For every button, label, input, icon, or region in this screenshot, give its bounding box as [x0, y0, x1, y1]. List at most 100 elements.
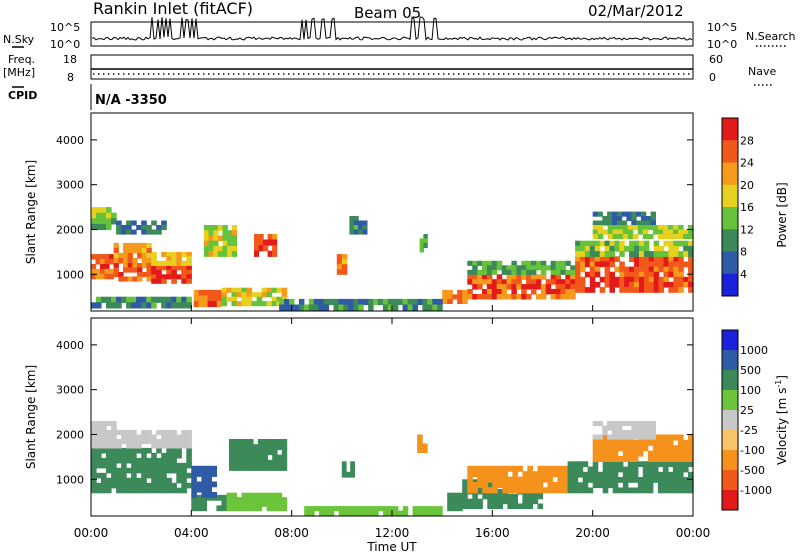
heatmap-cell: [602, 456, 609, 462]
heatmap-cell: [116, 229, 122, 235]
heatmap-cell: [323, 298, 330, 306]
heatmap-cell: [419, 238, 424, 244]
heatmap-cell: [662, 229, 669, 235]
heatmap-cell: [652, 456, 659, 462]
heatmap-cell: [257, 465, 264, 471]
noise-tick-bottom-left: 10^0: [50, 38, 80, 51]
heatmap-cell: [106, 439, 112, 445]
heatmap-cell: [501, 289, 508, 295]
heatmap-cell: [141, 229, 147, 235]
heatmap-cell: [261, 497, 268, 503]
heatmap-cell: [637, 487, 644, 494]
heatmap-cell: [462, 484, 468, 490]
heatmap-cell: [587, 471, 594, 478]
heatmap-cell: [277, 444, 283, 450]
heatmap-cell: [181, 477, 187, 484]
heatmap-cell: [243, 454, 249, 461]
heatmap-cell: [557, 476, 564, 483]
heatmap-cell: [298, 298, 305, 306]
heatmap-cell: [621, 434, 627, 440]
heatmap-cell: [116, 443, 122, 449]
heatmap-cell: [467, 260, 473, 266]
heatmap-cell: [191, 492, 197, 498]
heatmap-cell: [216, 289, 222, 296]
heatmap-cell: [226, 296, 232, 302]
heatmap-cell: [272, 239, 278, 246]
heatmap-cell: [136, 487, 142, 494]
heatmap-cell: [181, 269, 187, 275]
heatmap-cell: [141, 247, 148, 254]
heatmap-cell: [104, 268, 110, 275]
heatmap-cell: [156, 278, 162, 284]
heatmap-cell: [186, 430, 192, 436]
heatmap-cell: [261, 287, 268, 293]
heatmap-cell: [658, 251, 665, 257]
heatmap-cell: [156, 457, 162, 464]
heatmap-cell: [236, 506, 243, 512]
heatmap-cell: [629, 271, 635, 278]
heatmap-cell: [580, 261, 586, 268]
heatmap-cell: [262, 459, 268, 466]
heatmap-cell: [206, 471, 212, 477]
x-tick-label: 00:00: [676, 526, 711, 540]
heatmap-cell: [106, 223, 112, 231]
heatmap-cell: [477, 489, 483, 495]
heatmap-cell: [272, 459, 278, 466]
heatmap-cell: [612, 220, 618, 226]
heatmap-cell: [657, 439, 664, 446]
heatmap-cell: [267, 449, 273, 456]
freq-tick-bottom: 8: [67, 71, 74, 84]
heatmap-cell: [131, 467, 137, 474]
heatmap-cell: [141, 487, 147, 494]
heatmap-cell: [387, 304, 394, 311]
heatmap-cell: [667, 439, 674, 446]
heatmap-cell: [457, 497, 463, 503]
heatmap-cell: [683, 450, 689, 457]
heatmap-cell: [141, 302, 147, 309]
heatmap-cell: [540, 269, 547, 275]
colorbar-tick-label: 25: [740, 404, 754, 417]
heatmap-cell: [612, 225, 619, 231]
heatmap-cell: [550, 289, 557, 295]
heatmap-cell: [540, 274, 547, 280]
heatmap-cell: [166, 462, 172, 469]
heatmap-cell: [472, 487, 478, 494]
heatmap-cell: [507, 493, 513, 500]
heatmap-cell: [100, 259, 106, 265]
heatmap-cell: [637, 461, 644, 468]
heatmap-cell: [111, 296, 117, 303]
heatmap-cell: [657, 456, 664, 462]
heatmap-cell: [502, 482, 508, 488]
heatmap-cell: [253, 459, 259, 466]
heatmap-cell: [251, 301, 258, 307]
heatmap-cell: [341, 254, 348, 260]
heatmap-cell: [599, 251, 606, 257]
heatmap-cell: [137, 242, 143, 249]
heatmap-cell: [467, 279, 473, 285]
heatmap-cell: [673, 287, 679, 293]
heatmap-cell: [562, 465, 569, 472]
heatmap-cell: [507, 498, 513, 505]
heatmap-cell: [241, 497, 248, 503]
heatmap-cell: [422, 447, 428, 453]
heatmap-cell: [151, 457, 157, 464]
heatmap-cell: [637, 450, 644, 457]
heatmap-cell: [319, 510, 325, 516]
power-heatmap: [91, 207, 694, 311]
heatmap-cell: [171, 482, 177, 489]
heatmap-cell: [678, 271, 684, 278]
heatmap-cell: [91, 273, 97, 280]
heatmap-cell: [216, 301, 222, 308]
heatmap-cell: [636, 220, 642, 226]
heatmap-cell: [146, 253, 152, 259]
heatmap-cell: [392, 298, 399, 306]
heatmap-cell: [161, 477, 167, 484]
heatmap-cell: [373, 510, 379, 516]
heatmap-cell: [672, 461, 679, 468]
heatmap-cell: [511, 274, 517, 280]
heatmap-cell: [417, 443, 423, 449]
heatmap-cell: [136, 457, 142, 464]
heatmap-cell: [688, 240, 694, 247]
heatmap-cell: [161, 220, 167, 226]
heatmap-cell: [486, 274, 493, 280]
